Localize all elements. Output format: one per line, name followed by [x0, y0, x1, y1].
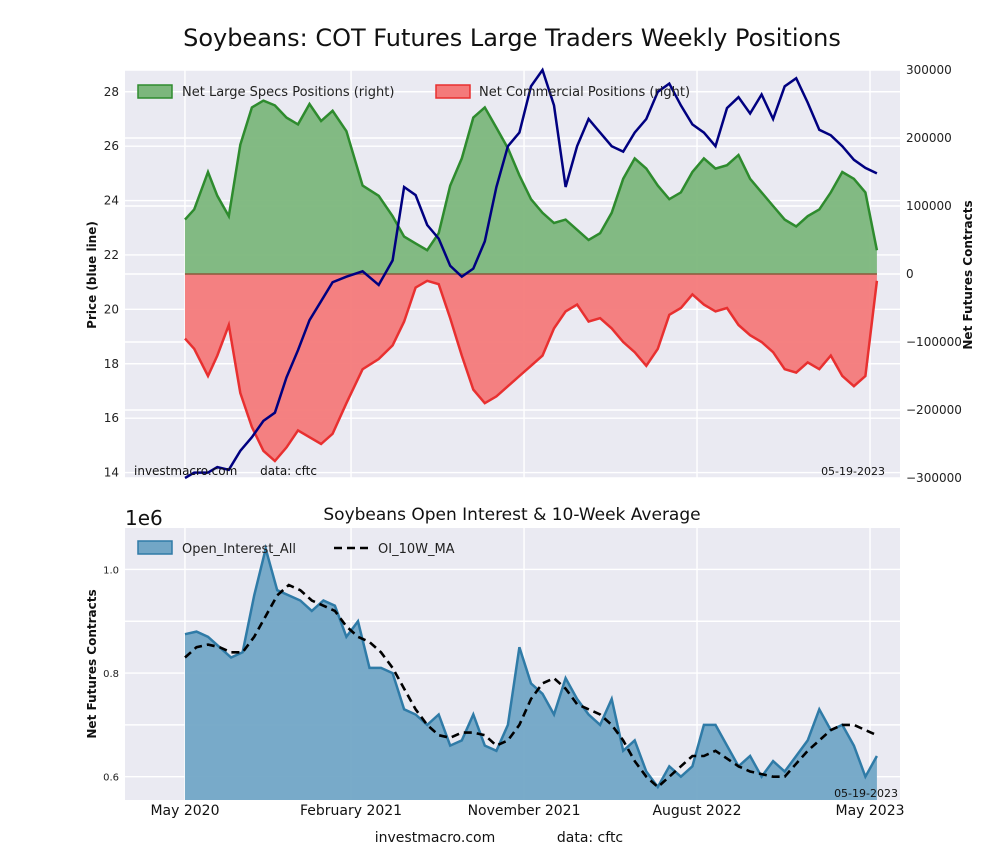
legend-label-ma: OI_10W_MA [378, 542, 455, 557]
oi-legend: Open_Interest_All OI_10W_MA [137, 540, 455, 557]
left-tick-label: 20 [104, 302, 119, 316]
left-tick-label: 16 [104, 411, 119, 425]
oi-area [184, 548, 877, 800]
price-line-group [184, 67, 878, 480]
top-right-ticks: 300000 200000 100000 0 −100000 −200000 −300000 [906, 63, 962, 485]
commercial-area [184, 274, 877, 461]
right-tick-label: 200000 [906, 131, 952, 145]
oi-area-group [184, 543, 878, 800]
specs-line [184, 99, 879, 252]
oi-offset-label: 1e6 [125, 506, 163, 530]
top-source-annotation: investmacro.com data: cftc [134, 464, 317, 478]
oi-y-tick-label: 0.6 [103, 773, 119, 784]
legend-label-commercial: Net Commercial Positions (right) [479, 85, 690, 100]
left-tick-label: 28 [104, 85, 119, 99]
legend-swatch-specs [137, 84, 173, 99]
legend-swatch-commercial [435, 84, 471, 99]
left-tick-label: 24 [104, 194, 119, 208]
right-tick-label: −100000 [906, 335, 962, 349]
top-left-ylabel: Price (blue line) [85, 221, 99, 329]
oi-x-tick-label: May 2023 [835, 803, 904, 819]
oi-x-ticks: May 2020 February 2021 November 2021 August… [150, 803, 904, 819]
right-tick-label: 0 [906, 267, 914, 281]
figure-title: Soybeans: COT Futures Large Traders Week… [183, 24, 841, 52]
left-tick-label: 22 [104, 248, 119, 262]
oi-date-annotation: 05-19-2023 [834, 787, 898, 800]
oi-ma-group [184, 583, 878, 789]
top-left-ticks: 14 16 18 20 22 24 26 28 [104, 85, 119, 480]
top-date-annotation: 05-19-2023 [821, 465, 885, 478]
oi-x-tick-label: November 2021 [468, 803, 581, 819]
top-right-ylabel: Net Futures Contracts [961, 200, 975, 349]
footer-site: investmacro.com [375, 830, 495, 846]
right-tick-label: −300000 [906, 471, 962, 485]
right-tick-label: −200000 [906, 403, 962, 417]
left-tick-label: 14 [104, 466, 119, 480]
legend-label-oi: Open_Interest_All [182, 542, 296, 557]
specs-area-group [184, 99, 879, 274]
left-tick-label: 18 [104, 357, 119, 371]
legend-swatch-oi [137, 540, 173, 555]
specs-area [184, 100, 877, 274]
commercial-area-group [184, 273, 879, 463]
oi-ma-line [184, 583, 878, 789]
oi-chart-title: Soybeans Open Interest & 10-Week Average [323, 505, 700, 525]
oi-line [184, 543, 878, 790]
right-tick-label: 100000 [906, 199, 952, 213]
oi-y-tick-label: 1.0 [103, 565, 119, 576]
oi-x-tick-label: February 2021 [300, 803, 402, 819]
oi-y-ticks: 1.0 0.8 0.6 [103, 565, 119, 783]
commercial-line [184, 279, 879, 463]
left-tick-label: 26 [104, 139, 119, 153]
oi-x-tick-label: May 2020 [150, 803, 219, 819]
price-line [184, 67, 878, 480]
legend-label-specs: Net Large Specs Positions (right) [182, 85, 394, 100]
oi-y-tick-label: 0.8 [103, 669, 119, 680]
oi-ylabel: Net Futures Contracts [85, 589, 99, 738]
oi-x-tick-label: August 2022 [652, 803, 741, 819]
footer-source: data: cftc [557, 830, 623, 846]
top-legend: Net Large Specs Positions (right) Net Co… [137, 84, 690, 100]
right-tick-label: 300000 [906, 63, 952, 77]
